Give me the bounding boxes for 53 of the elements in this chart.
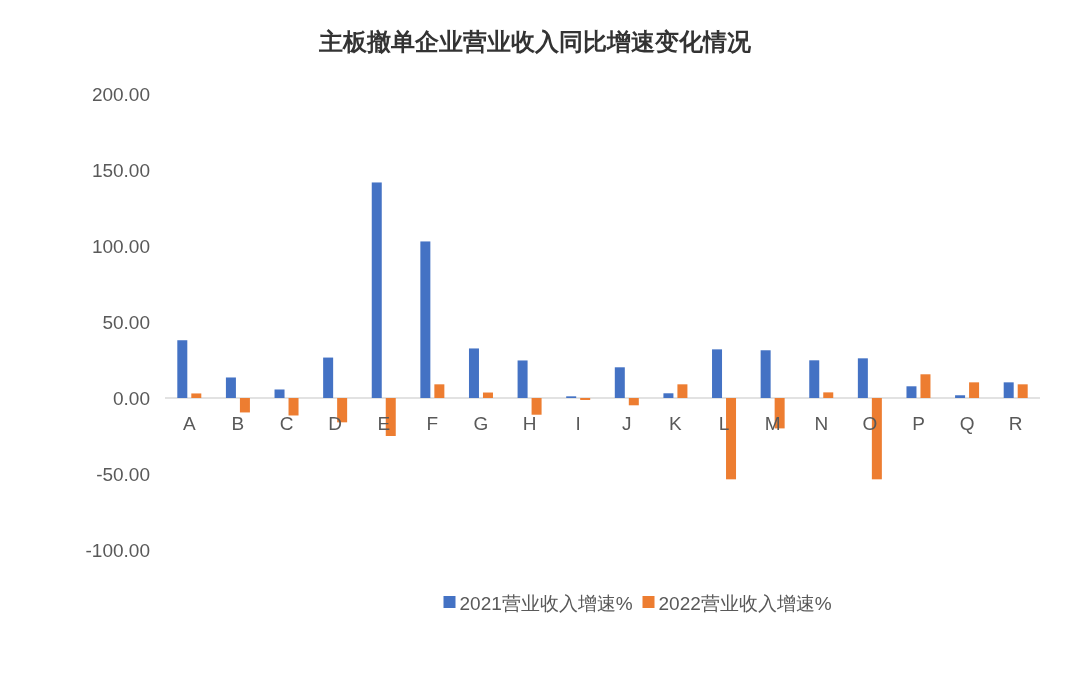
bar bbox=[628, 398, 639, 406]
bar bbox=[371, 182, 382, 398]
bar bbox=[920, 374, 931, 398]
bar bbox=[969, 382, 980, 398]
y-tick-label: -100.00 bbox=[85, 539, 150, 561]
bar bbox=[239, 398, 250, 413]
chart-title: 主板撤单企业营业收入同比增速变化情况 bbox=[317, 28, 752, 55]
y-tick-label: 100.00 bbox=[91, 235, 150, 257]
bar bbox=[614, 367, 625, 398]
bar bbox=[677, 384, 688, 398]
bar bbox=[906, 386, 917, 398]
x-tick-label: C bbox=[279, 413, 294, 434]
legend-label: 2021营业收入增速% bbox=[459, 592, 633, 614]
bar bbox=[225, 377, 236, 398]
bar bbox=[955, 395, 966, 398]
y-tick-label: 200.00 bbox=[91, 83, 150, 105]
bar bbox=[712, 349, 723, 398]
y-tick-label: -50.00 bbox=[96, 463, 150, 485]
bar bbox=[809, 360, 820, 398]
x-tick-label: P bbox=[912, 413, 925, 434]
bar bbox=[323, 357, 334, 398]
bar bbox=[1003, 382, 1014, 398]
bar bbox=[517, 360, 528, 398]
bar bbox=[760, 350, 771, 398]
x-tick-label: F bbox=[426, 413, 439, 434]
x-tick-label: G bbox=[473, 413, 489, 434]
bar bbox=[274, 389, 285, 398]
bar bbox=[288, 398, 299, 416]
x-tick-label: N bbox=[814, 413, 829, 434]
bar bbox=[468, 348, 479, 398]
bar bbox=[482, 392, 493, 398]
bar bbox=[420, 241, 431, 398]
bar bbox=[434, 384, 445, 398]
bar bbox=[1017, 384, 1028, 398]
bar bbox=[663, 393, 674, 398]
x-tick-label: A bbox=[182, 413, 196, 434]
bar bbox=[177, 340, 188, 398]
bar bbox=[531, 398, 542, 415]
y-tick-label: 150.00 bbox=[91, 159, 150, 181]
x-tick-label: J bbox=[622, 413, 632, 434]
x-tick-label: R bbox=[1008, 413, 1023, 434]
x-tick-label: K bbox=[669, 413, 683, 434]
x-tick-label: Q bbox=[959, 413, 975, 434]
bar bbox=[823, 392, 834, 398]
y-tick-label: 0.00 bbox=[113, 387, 150, 409]
legend-label: 2022营业收入增速% bbox=[658, 592, 832, 614]
x-tick-label: B bbox=[231, 413, 245, 434]
bar bbox=[857, 358, 868, 398]
x-tick-label: D bbox=[328, 413, 343, 434]
x-tick-label: I bbox=[575, 413, 581, 434]
bar bbox=[191, 393, 202, 398]
x-tick-label: H bbox=[522, 413, 537, 434]
y-tick-label: 50.00 bbox=[102, 311, 150, 333]
